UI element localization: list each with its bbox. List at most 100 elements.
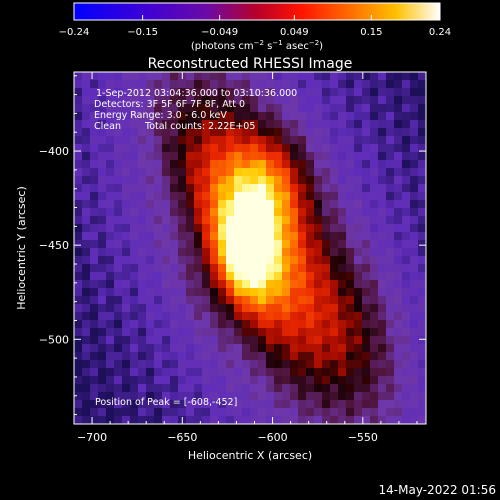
- heatmap-pixel: [242, 240, 251, 249]
- heatmap-pixel: [346, 296, 355, 305]
- heatmap-pixel: [202, 320, 211, 329]
- heatmap-pixel: [218, 248, 227, 257]
- heatmap-pixel: [370, 304, 379, 313]
- heatmap-pixel: [250, 320, 259, 329]
- heatmap-pixel: [418, 416, 426, 424]
- heatmap-pixel: [250, 376, 259, 385]
- heatmap-pixel: [218, 88, 227, 97]
- heatmap-pixel: [162, 96, 171, 105]
- heatmap-pixel: [346, 120, 355, 129]
- heatmap-pixel: [250, 272, 259, 281]
- heatmap-pixel: [202, 256, 211, 265]
- heatmap-pixel: [282, 72, 291, 81]
- heatmap-pixel: [210, 392, 219, 401]
- heatmap-pixel: [282, 312, 291, 321]
- heatmap-pixel: [314, 416, 323, 424]
- heatmap-pixel: [410, 160, 419, 169]
- heatmap-pixel: [274, 248, 283, 257]
- heatmap-pixel: [138, 312, 147, 321]
- heatmap-pixel: [170, 328, 179, 337]
- heatmap-pixel: [74, 232, 83, 241]
- heatmap-pixel: [298, 112, 307, 121]
- heatmap-pixel: [178, 336, 187, 345]
- heatmap-pixel: [74, 320, 83, 329]
- heatmap-pixel: [226, 232, 235, 241]
- heatmap-pixel: [90, 328, 99, 337]
- heatmap-pixel: [306, 296, 315, 305]
- heatmap-pixel: [410, 352, 419, 361]
- heatmap-pixel: [154, 216, 163, 225]
- heatmap-pixel: [394, 208, 403, 217]
- heatmap-pixel: [170, 248, 179, 257]
- heatmap-pixel: [298, 224, 307, 233]
- heatmap-pixel: [202, 384, 211, 393]
- heatmap-pixel: [314, 176, 323, 185]
- heatmap-pixel: [258, 264, 267, 273]
- heatmap-pixel: [378, 72, 387, 81]
- heatmap-pixel: [242, 152, 251, 161]
- heatmap-pixel: [282, 264, 291, 273]
- heatmap-pixel: [82, 136, 91, 145]
- heatmap-pixel: [418, 408, 426, 417]
- heatmap-pixel: [250, 344, 259, 353]
- heatmap-pixel: [106, 296, 115, 305]
- heatmap-pixel: [322, 248, 331, 257]
- heatmap-pixel: [394, 72, 403, 81]
- heatmap-pixel: [186, 72, 195, 81]
- heatmap-pixel: [82, 400, 91, 409]
- heatmap-pixel: [218, 368, 227, 377]
- heatmap-pixel: [170, 80, 179, 89]
- heatmap-pixel: [218, 392, 227, 401]
- heatmap-pixel: [290, 288, 299, 297]
- heatmap-pixel: [314, 72, 323, 81]
- heatmap-pixel: [122, 264, 131, 273]
- heatmap-pixel: [74, 224, 83, 233]
- heatmap-pixel: [226, 344, 235, 353]
- heatmap-pixel: [162, 408, 171, 417]
- heatmap-pixel: [98, 328, 107, 337]
- heatmap-pixel: [218, 192, 227, 201]
- heatmap-pixel: [402, 416, 411, 424]
- heatmap-pixel: [218, 96, 227, 105]
- heatmap-pixel: [410, 416, 419, 424]
- heatmap-pixel: [386, 120, 395, 129]
- heatmap-pixel: [258, 312, 267, 321]
- heatmap-pixel: [306, 384, 315, 393]
- heatmap-pixel: [290, 312, 299, 321]
- heatmap-pixel: [290, 304, 299, 313]
- heatmap-pixel: [338, 312, 347, 321]
- heatmap-pixel: [258, 80, 267, 89]
- heatmap-pixel: [274, 144, 283, 153]
- heatmap-pixel: [386, 232, 395, 241]
- heatmap-pixel: [186, 88, 195, 97]
- heatmap-pixel: [98, 296, 107, 305]
- heatmap-pixel: [202, 136, 211, 145]
- heatmap-pixel: [234, 240, 243, 249]
- heatmap-pixel: [98, 248, 107, 257]
- heatmap-pixel: [90, 160, 99, 169]
- heatmap-pixel: [298, 80, 307, 89]
- heatmap-pixel: [250, 384, 259, 393]
- heatmap-pixel: [306, 224, 315, 233]
- heatmap-pixel: [346, 192, 355, 201]
- heatmap-pixel: [234, 208, 243, 217]
- heatmap-pixel: [170, 136, 179, 145]
- heatmap-pixel: [138, 152, 147, 161]
- heatmap-pixel: [394, 304, 403, 313]
- heatmap-pixel: [306, 288, 315, 297]
- heatmap-pixel: [234, 128, 243, 137]
- heatmap-pixel: [82, 72, 91, 81]
- heatmap-pixel: [218, 80, 227, 89]
- heatmap-pixel: [266, 232, 275, 241]
- heatmap-pixel: [226, 104, 235, 113]
- heatmap-pixel: [226, 416, 235, 424]
- heatmap-pixel: [362, 80, 371, 89]
- annotation-peak: Position of Peak = [-608,-452]: [95, 397, 237, 408]
- heatmap-pixel: [82, 272, 91, 281]
- heatmap-pixel: [354, 336, 363, 345]
- heatmap-pixel: [378, 232, 387, 241]
- heatmap-pixel: [154, 152, 163, 161]
- heatmap-pixel: [290, 168, 299, 177]
- heatmap-pixel: [314, 400, 323, 409]
- heatmap-pixel: [170, 168, 179, 177]
